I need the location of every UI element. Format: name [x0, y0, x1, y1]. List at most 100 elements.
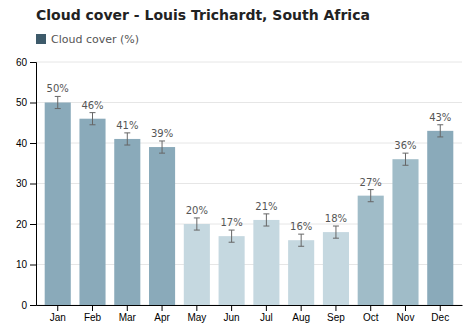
y-tick-label: 20	[16, 219, 28, 230]
x-tick-label: Mar	[119, 312, 137, 323]
error-cap	[437, 136, 443, 137]
bar	[323, 232, 349, 305]
x-tick-label: Aug	[292, 312, 310, 323]
data-label: 17%	[220, 217, 242, 228]
error-cap	[368, 201, 374, 202]
error-bar	[263, 214, 269, 226]
error-cap	[90, 112, 96, 113]
axis-domain	[37, 305, 463, 306]
y-tick: 0	[21, 300, 36, 311]
y-tick-label: 40	[16, 138, 28, 149]
error-cap	[298, 246, 304, 247]
error-cap	[229, 230, 235, 231]
x-tick: Jul	[260, 305, 273, 323]
x-tick-line	[370, 305, 371, 311]
x-tick: Jun	[224, 305, 240, 323]
x-tick-label: May	[187, 312, 206, 323]
x-tick: Mar	[119, 305, 137, 323]
error-cap	[194, 217, 200, 218]
y-tick-line	[30, 143, 36, 144]
x-tick-line	[57, 305, 58, 311]
error-cap	[333, 226, 339, 227]
data-label: 50%	[47, 83, 69, 94]
error-cap	[124, 132, 130, 133]
error-stem	[127, 133, 128, 145]
x-tick-label: Feb	[84, 312, 102, 323]
data-label: 27%	[360, 177, 382, 188]
error-cap	[333, 238, 339, 239]
x-tick-label: Dec	[431, 312, 449, 323]
error-cap	[263, 213, 269, 214]
grid-line	[36, 62, 462, 63]
y-tick-label: 50	[16, 97, 28, 108]
y-tick-line	[30, 265, 36, 266]
y-tick: 10	[16, 259, 36, 270]
data-label: 43%	[429, 112, 451, 123]
chart: Cloud cover - Louis Trichardt, South Afr…	[0, 0, 474, 331]
x-tick-label: Apr	[154, 312, 170, 323]
error-bar	[333, 226, 339, 238]
error-cap	[159, 140, 165, 141]
error-cap	[437, 124, 443, 125]
error-stem	[231, 230, 232, 242]
bar	[114, 139, 140, 305]
x-tick: Nov	[397, 305, 415, 323]
x-tick-line	[231, 305, 232, 311]
error-cap	[263, 226, 269, 227]
x-tick: Apr	[154, 305, 170, 323]
x-tick-label: Jun	[224, 312, 240, 323]
y-tick-label: 0	[21, 300, 27, 311]
x-tick-label: Sep	[327, 312, 345, 323]
error-cap	[298, 234, 304, 235]
error-stem	[405, 153, 406, 165]
y-tick-label: 30	[16, 178, 28, 189]
data-label: 18%	[325, 213, 347, 224]
data-label: 41%	[116, 120, 138, 131]
x-tick: May	[187, 305, 206, 323]
x-tick-line	[301, 305, 302, 311]
error-bar	[402, 153, 408, 165]
legend-label: Cloud cover (%)	[51, 33, 139, 46]
y-tick: 40	[16, 138, 36, 149]
y-tick-line	[30, 103, 36, 104]
grid	[36, 62, 462, 305]
x-tick-line	[335, 305, 336, 311]
error-bar	[229, 230, 235, 242]
error-stem	[440, 125, 441, 137]
x-tick-line	[162, 305, 163, 311]
data-labels: 50%46%41%39%20%17%21%16%18%27%36%43%	[47, 83, 452, 232]
error-bar	[55, 96, 61, 108]
error-stem	[92, 113, 93, 125]
error-stem	[301, 234, 302, 246]
x-tick-line	[440, 305, 441, 311]
bar	[358, 196, 384, 305]
error-stem	[370, 190, 371, 202]
error-stem	[162, 141, 163, 153]
y-tick-label: 10	[16, 259, 28, 270]
error-stem	[196, 218, 197, 230]
error-stem	[266, 214, 267, 226]
data-label: 39%	[151, 128, 173, 139]
y-tick: 20	[16, 219, 36, 230]
y-tick: 60	[16, 57, 36, 68]
x-tick-line	[92, 305, 93, 311]
y-tick-line	[30, 62, 36, 63]
x-tick-label: Jan	[50, 312, 66, 323]
x-tick: Feb	[84, 305, 102, 323]
error-bar	[124, 133, 130, 145]
error-bar	[298, 234, 304, 246]
bar	[79, 119, 105, 305]
x-tick-label: Nov	[397, 312, 415, 323]
error-cap	[194, 230, 200, 231]
data-label: 16%	[290, 221, 312, 232]
error-cap	[402, 165, 408, 166]
bar	[45, 103, 71, 306]
y-tick-line	[30, 224, 36, 225]
plot: 50%46%41%39%20%17%21%16%18%27%36%43%JanF…	[16, 57, 463, 323]
data-label: 46%	[81, 100, 103, 111]
legend-swatch	[36, 34, 46, 44]
error-bar	[159, 141, 165, 153]
x-tick: Sep	[327, 305, 345, 323]
bar	[184, 224, 210, 305]
data-label: 20%	[186, 205, 208, 216]
